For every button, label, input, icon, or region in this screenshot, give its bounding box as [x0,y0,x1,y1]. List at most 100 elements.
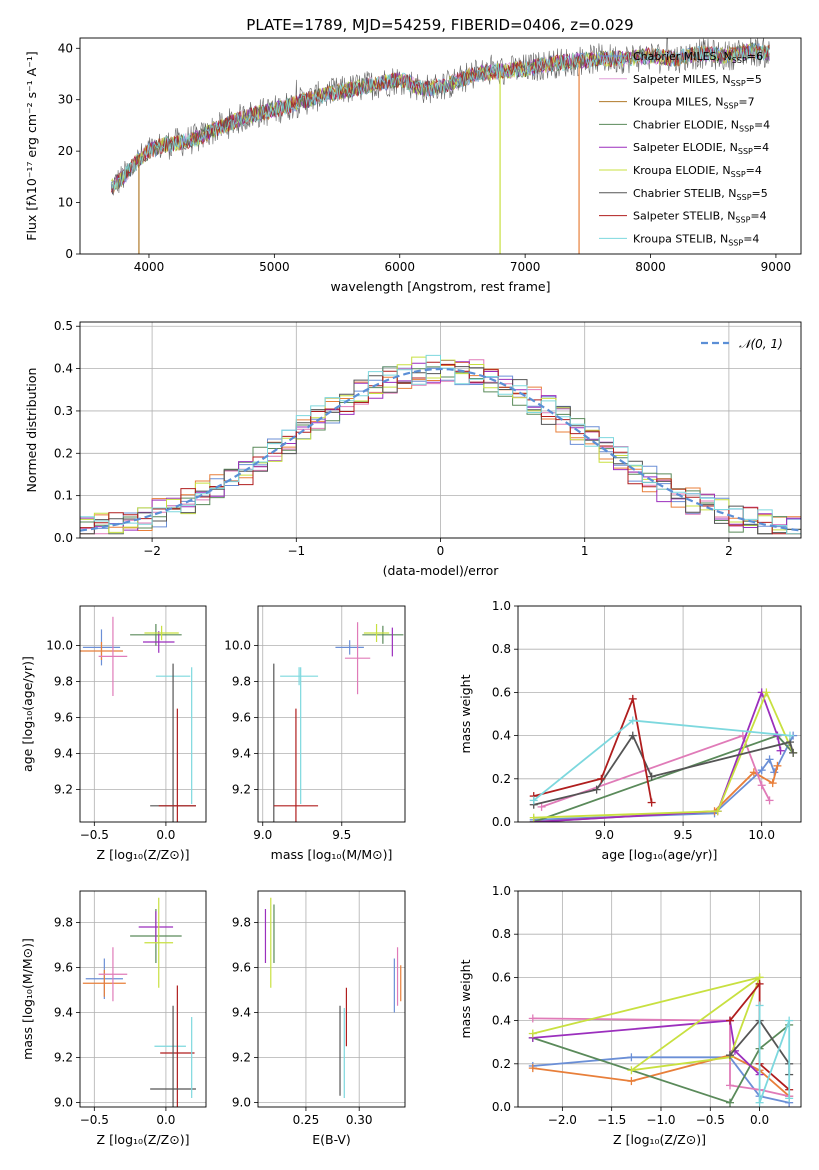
chart-mass_vs_ebv: 0.25 0.30 9.0 9.2 9.4 9.6 9.8 E(B-V) [232,890,406,1147]
y-tick-label: 9.6 [54,711,73,725]
plot-area [110,38,770,254]
x-tick-label: 2 [725,544,733,558]
chart-spectrum: Chabrier MILES, NSSP=6 Salpeter MILES, NS… [24,37,802,294]
y-tick-label: 9.8 [54,916,73,930]
gaussian-curve [80,367,801,532]
legend-entry: Kroupa MILES, NSSP=7 [633,96,755,111]
x-tick-label: 0.0 [156,828,175,842]
x-axis-label: age [log₁₀(age/yr)] [602,847,718,862]
chart-weight_vs_age: 9.0 9.5 10.0 0.0 0.2 0.4 0.6 0.8 1.0 age [log₁₀(a… [458,599,802,862]
y-tick-label: 9.6 [54,961,73,975]
legend-sub: SSP [739,124,754,133]
y-axis-label: mass weight [458,959,473,1038]
axes-frame [517,605,802,823]
legend-entry: Salpeter STELIB, NSSP=4 [633,210,767,225]
y-tick-label: 9.8 [232,916,251,930]
legend-suffix: =7 [738,96,754,109]
y-tick-label: 0.8 [492,927,511,941]
chart-weight_vs_Z: −2.0 −1.5 −1.0 −0.5 0.0 0.0 0.2 0.4 0.6 0.8 1.0 Z [… [458,884,802,1147]
y-tick-label: 1.0 [492,884,511,898]
y-tick-label: 0.5 [54,319,73,333]
weight-line [533,735,794,821]
legend-suffix: =5 [752,187,768,200]
legend-sub: SSP [738,147,753,156]
y-tick-label: 9.6 [232,711,251,725]
x-axis-label: mass [log₁₀(M/M⊙)] [271,847,393,862]
legend-sub: SSP [731,79,746,88]
x-tick-label: −0.5 [696,1113,725,1127]
weight-line [533,690,794,819]
y-tick-label: 0.2 [492,772,511,786]
axes-frame [79,605,207,823]
figure-title: PLATE=1789, MJD=54259, FIBERID=0406, z=0… [246,16,633,34]
y-tick-label: 9.4 [54,747,73,761]
x-tick-label: −2 [143,544,161,558]
legend-entry: Salpeter ELODIE, NSSP=4 [633,141,769,156]
weight-line [541,734,771,808]
weight-line [533,689,782,822]
legend-entry: Salpeter MILES, NSSP=5 [633,73,762,88]
x-tick-label: −1 [287,544,305,558]
y-tick-label: 9.4 [232,1006,251,1020]
y-tick-label: 9.8 [54,675,73,689]
plot-area [273,622,404,822]
x-tick-label: 1 [581,544,589,558]
y-tick-label: 0.3 [54,404,73,418]
y-tick-label: 20 [58,144,73,158]
axes-frame [257,890,406,1108]
plot-area [82,897,196,1107]
y-tick-label: 10.0 [224,639,251,653]
x-tick-label: 9.5 [674,828,693,842]
legend-sub: SSP [731,170,746,179]
legend-sub: SSP [728,238,743,247]
y-tick-label: 9.2 [232,1051,251,1065]
axes-frame [79,890,207,1108]
y-tick-label: 1.0 [492,599,511,613]
x-tick-label: 5000 [259,260,290,274]
y-tick-label: 0 [65,247,73,261]
legend-sub: SSP [723,102,738,111]
y-tick-label: 10.0 [46,639,73,653]
x-axis-label: Z [log₁₀(Z/Z⊙)] [613,1132,706,1147]
chart-mass_vs_Z: −0.5 0.0 9.0 9.2 9.4 9.6 9.8 Z [log₁₀(Z/Z⊙)] mas… [20,890,207,1147]
y-tick-label: 0.4 [492,729,511,743]
x-axis-label: wavelength [Angstrom, rest frame] [330,279,550,294]
x-tick-label: 6000 [384,260,415,274]
y-tick-label: 9.6 [232,961,251,975]
legend-sub: SSP [737,193,752,202]
x-tick-label: 9000 [761,260,792,274]
x-tick-label: −0.5 [80,1113,109,1127]
y-tick-label: 9.4 [232,747,251,761]
y-axis-label: mass weight [458,674,473,753]
x-axis-label: E(B-V) [312,1132,351,1147]
axes-frame [257,605,406,823]
x-tick-label: −2.0 [548,1113,577,1127]
y-tick-label: 9.0 [54,1096,73,1110]
plot-area [529,688,798,822]
axes-frame [517,890,802,1108]
legend-sub: SSP [735,216,750,225]
y-tick-label: 10 [58,196,73,210]
y-tick-label: 9.8 [232,675,251,689]
x-tick-label: 9.5 [332,828,351,842]
plot-area [528,973,794,1107]
x-tick-label: 0.25 [293,1113,320,1127]
y-tick-label: 0.0 [492,1100,511,1114]
y-tick-label: 9.2 [54,1051,73,1065]
x-tick-label: −1.5 [597,1113,626,1127]
y-axis-label: age [log₁₀(age/yr)] [20,656,35,772]
x-axis-label: (data-model)/error [383,563,500,578]
x-tick-label: 10.0 [748,828,775,842]
plot-area [264,897,402,1098]
y-tick-label: 0.6 [492,970,511,984]
chart-age_vs_mass: 9.0 9.5 9.2 9.4 9.6 9.8 10.0 mass [log₁₀(M/M⊙)] [224,605,406,862]
x-tick-label: 9.0 [595,828,614,842]
y-tick-label: 9.2 [54,783,73,797]
y-tick-label: 0.4 [54,362,73,376]
x-tick-label: 0.30 [346,1113,373,1127]
axes-frame [79,37,802,255]
legend-entry: Kroupa ELODIE, NSSP=4 [633,164,762,179]
x-tick-label: 9.0 [253,828,272,842]
y-tick-label: 0.0 [54,531,73,545]
